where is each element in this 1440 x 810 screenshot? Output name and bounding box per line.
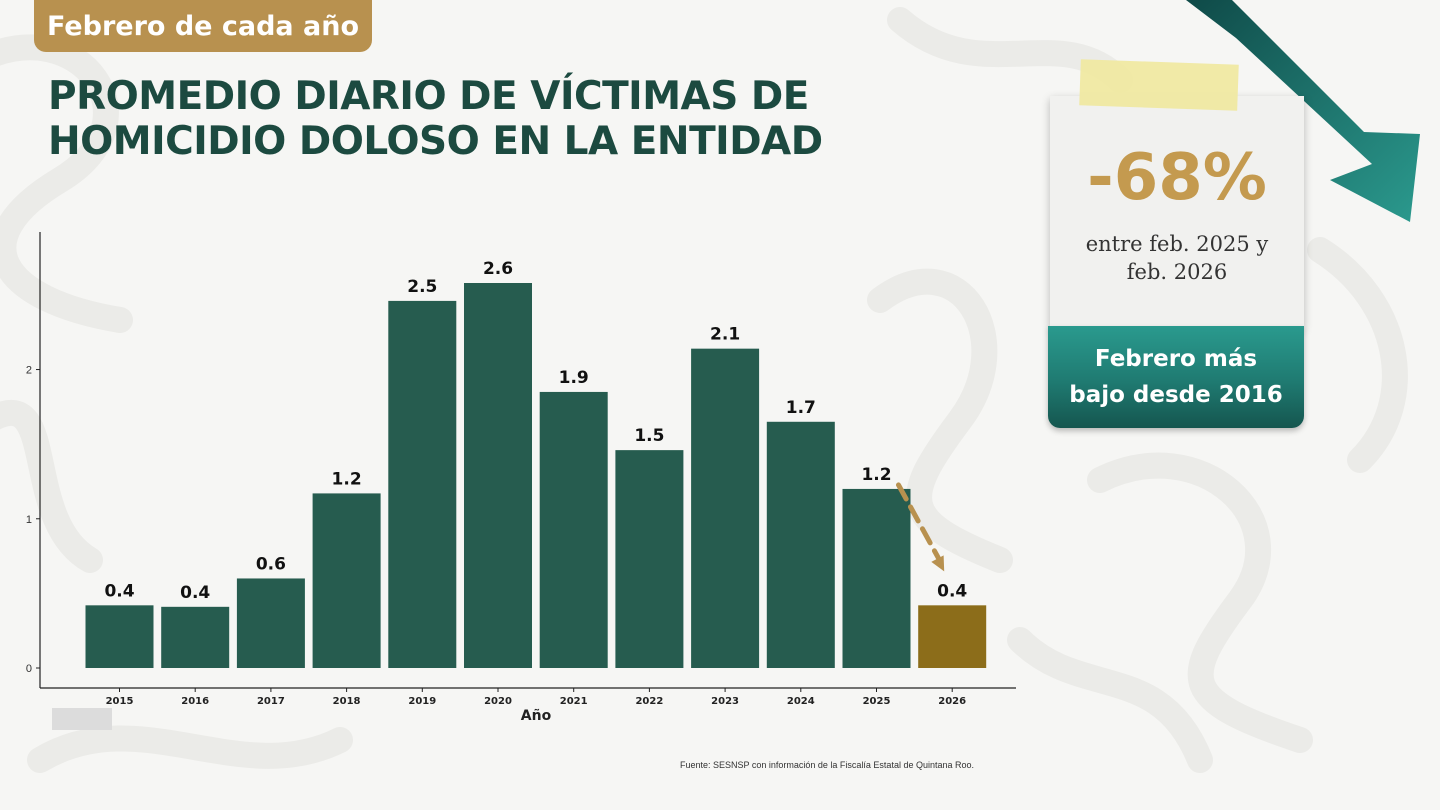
data-label-2026: 0.4 bbox=[937, 581, 967, 601]
bar-2023 bbox=[691, 348, 760, 668]
change-period: entre feb. 2025 y feb. 2026 bbox=[1060, 230, 1294, 286]
change-period-line-1: entre feb. 2025 y bbox=[1085, 232, 1269, 256]
note-tape bbox=[1079, 59, 1239, 111]
title-line-1: PROMEDIO DIARIO DE VÍCTIMAS DE bbox=[48, 74, 809, 119]
legend-placeholder bbox=[52, 708, 112, 730]
data-label-2021: 1.9 bbox=[559, 368, 589, 388]
x-tick-label-2017: 2017 bbox=[257, 696, 285, 707]
bar-2022 bbox=[615, 450, 684, 668]
data-label-2022: 1.5 bbox=[634, 426, 664, 446]
data-label-2023: 2.1 bbox=[710, 325, 740, 345]
x-tick-label-2025: 2025 bbox=[863, 696, 891, 707]
badge-line-1: Febrero más bbox=[1094, 346, 1258, 372]
x-tick-label-2024: 2024 bbox=[787, 696, 815, 707]
trend-arrow-head bbox=[931, 555, 945, 572]
data-label-2017: 0.6 bbox=[256, 554, 286, 574]
period-tag: Febrero de cada año bbox=[34, 0, 372, 52]
data-label-2024: 1.7 bbox=[786, 398, 816, 418]
x-tick-label-2021: 2021 bbox=[560, 696, 588, 707]
x-tick-label-2015: 2015 bbox=[106, 696, 134, 707]
bar-2020 bbox=[464, 283, 532, 668]
source-note: Fuente: SESNSP con información de la Fis… bbox=[680, 760, 974, 770]
data-label-2025: 1.2 bbox=[861, 465, 891, 485]
change-percent: -68% bbox=[1087, 141, 1267, 215]
x-tick-label-2018: 2018 bbox=[333, 696, 361, 707]
title-line-2: HOMICIDIO DOLOSO EN LA ENTIDAD bbox=[48, 119, 823, 164]
data-label-2019: 2.5 bbox=[407, 277, 437, 297]
page-title: PROMEDIO DIARIO DE VÍCTIMAS DE HOMICIDIO… bbox=[48, 74, 848, 164]
bar-2026 bbox=[918, 605, 987, 668]
bar-2016 bbox=[161, 606, 230, 668]
lowest-since-badge: Febrero más bajo desde 2016 bbox=[1048, 326, 1304, 428]
callout-note bbox=[1050, 96, 1304, 328]
x-tick-label-2023: 2023 bbox=[711, 696, 739, 707]
trend-arrow-line bbox=[896, 482, 943, 564]
badge-line-2: bajo desde 2016 bbox=[1069, 382, 1283, 408]
y-tick-label: 0 bbox=[26, 663, 32, 675]
bar-2025 bbox=[842, 488, 911, 668]
bar-2021 bbox=[539, 391, 608, 668]
data-label-2018: 1.2 bbox=[332, 469, 362, 489]
x-tick-label-2019: 2019 bbox=[408, 696, 436, 707]
bar-2015 bbox=[85, 605, 154, 668]
x-tick-label-2022: 2022 bbox=[635, 696, 663, 707]
x-tick-label-2020: 2020 bbox=[484, 696, 512, 707]
bar-2017 bbox=[236, 578, 305, 668]
bar-2024 bbox=[766, 421, 835, 668]
data-label-2015: 0.4 bbox=[104, 581, 134, 601]
x-tick-label-2016: 2016 bbox=[181, 696, 209, 707]
change-period-line-2: feb. 2026 bbox=[1126, 260, 1228, 284]
data-label-2016: 0.4 bbox=[180, 583, 210, 603]
y-tick-label: 2 bbox=[26, 365, 32, 377]
bar-2019 bbox=[388, 300, 457, 668]
x-tick-label-2026: 2026 bbox=[938, 696, 966, 707]
x-axis-title: Año bbox=[521, 708, 552, 724]
y-tick-label: 1 bbox=[26, 514, 32, 526]
bar-2018 bbox=[312, 493, 381, 668]
data-label-2020: 2.6 bbox=[483, 259, 513, 279]
